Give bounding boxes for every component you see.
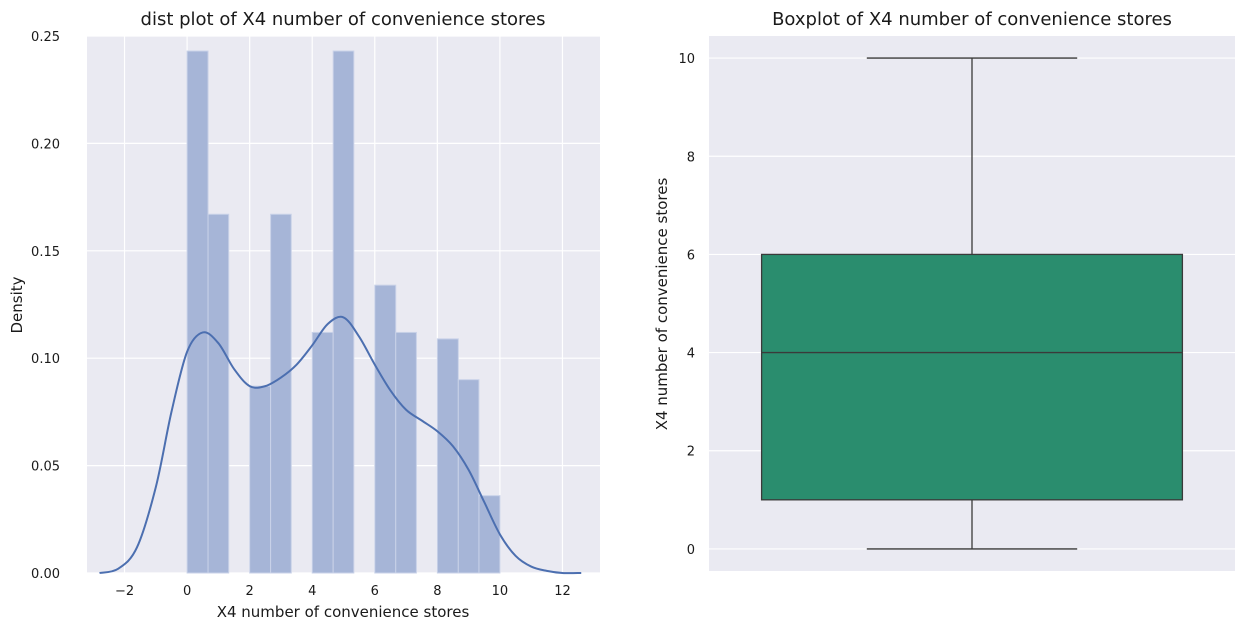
x-tick-label: 2 xyxy=(246,584,254,599)
y-tick-label: 6 xyxy=(687,248,695,263)
histogram-x-axis-label: X4 number of convenience stores xyxy=(217,603,470,621)
y-tick-label: 0.25 xyxy=(31,30,60,45)
x-tick-label: 6 xyxy=(371,584,379,599)
y-tick-label: 0.20 xyxy=(31,137,60,152)
histogram-panel: −2 0 2 4 6 8 10 12 0.00 0.05 0.10 0.15 0.20 0.25 dis… xyxy=(8,9,600,621)
y-tick-label: 0 xyxy=(687,543,695,558)
y-tick-label: 8 xyxy=(687,150,695,165)
histogram-x-tick-labels: −2 0 2 4 6 8 10 12 xyxy=(115,584,571,599)
histogram-y-axis-label: Density xyxy=(8,276,26,333)
histogram-title: dist plot of X4 number of convenience st… xyxy=(141,9,546,30)
histogram-bar xyxy=(395,331,417,574)
x-tick-label: 4 xyxy=(308,584,316,599)
boxplot-y-axis-label: X4 number of convenience stores xyxy=(653,178,671,431)
histogram-bar xyxy=(457,379,480,574)
x-tick-label: −2 xyxy=(115,584,134,599)
y-tick-label: 0.05 xyxy=(31,460,60,475)
y-tick-label: 0.10 xyxy=(31,352,60,367)
y-tick-label: 10 xyxy=(678,52,695,67)
histogram-bar xyxy=(332,50,355,574)
histogram-bar xyxy=(436,338,459,574)
y-tick-label: 4 xyxy=(687,347,695,362)
histogram-bar xyxy=(270,213,292,574)
histogram-bar xyxy=(186,50,209,574)
histogram-bar xyxy=(478,495,501,574)
histogram-bar xyxy=(374,284,397,574)
y-tick-label: 0.00 xyxy=(31,567,60,582)
boxplot-y-tick-labels: 0 2 4 6 8 10 xyxy=(678,52,695,558)
x-tick-label: 8 xyxy=(433,584,441,599)
y-tick-label: 2 xyxy=(687,445,695,460)
histogram-bars xyxy=(186,50,501,574)
x-tick-label: 0 xyxy=(183,584,191,599)
iqr-box xyxy=(760,253,1184,501)
x-tick-label: 12 xyxy=(554,584,571,599)
boxplot-title: Boxplot of X4 number of convenience stor… xyxy=(772,9,1172,30)
histogram-bar xyxy=(249,385,272,574)
x-tick-label: 10 xyxy=(492,584,509,599)
histogram-bar xyxy=(207,213,230,574)
boxplot-panel: 0 2 4 6 8 10 Boxplot of X4 number of convenie… xyxy=(653,9,1235,571)
kde-curve xyxy=(99,315,582,575)
y-tick-label: 0.15 xyxy=(31,245,60,260)
boxplot-elements xyxy=(760,57,1184,550)
histogram-bar xyxy=(311,331,334,574)
histogram-y-tick-labels: 0.00 0.05 0.10 0.15 0.20 0.25 xyxy=(31,30,60,582)
